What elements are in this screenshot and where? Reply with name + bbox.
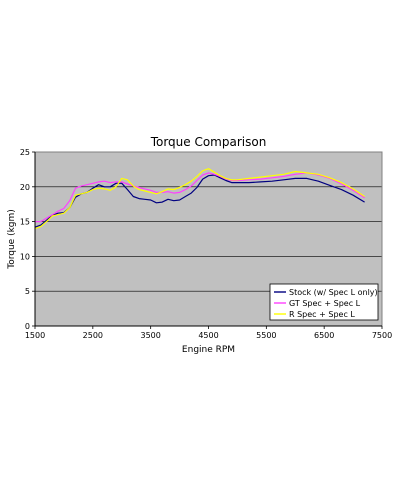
legend-label-gt-spec-spec-l: GT Spec + Spec L xyxy=(289,299,361,308)
x-tick-label-2500: 2500 xyxy=(83,331,103,340)
legend: Stock (w/ Spec L only) GT Spec + Spec L R … xyxy=(269,283,379,321)
x-axis-label: Engine RPM xyxy=(182,345,235,355)
legend-label-stock-w-spec-l-only: Stock (w/ Spec L only) xyxy=(289,288,378,297)
y-tick-label-15: 15 xyxy=(20,218,30,227)
y-tick-label-5: 5 xyxy=(25,287,30,296)
series-lines xyxy=(34,168,365,230)
y-tick-label-20: 20 xyxy=(20,183,30,192)
chart-title: Torque Comparison xyxy=(150,135,267,149)
legend-box xyxy=(269,283,379,321)
y-tick-label-0: 0 xyxy=(25,322,30,331)
x-tick-label-7500: 7500 xyxy=(372,331,392,340)
series-line-gt-spec-spec-l xyxy=(35,172,365,223)
y-axis-label: Torque (kgm) xyxy=(7,209,17,270)
x-tick-label-1500: 1500 xyxy=(25,331,45,340)
x-tick-label-4500: 4500 xyxy=(198,331,218,340)
axes: 1500 2500 3500 4500 5500 6500 7500 0 5 10 15 20 25 xyxy=(20,148,392,340)
y-tick-label-25: 25 xyxy=(20,148,30,157)
legend-label-r-spec-spec-l: R Spec + Spec L xyxy=(289,310,355,319)
series-line-stock-w-spec-l-only xyxy=(34,174,365,228)
x-tick-label-3500: 3500 xyxy=(140,331,160,340)
y-tick-label-10: 10 xyxy=(20,252,30,261)
x-tick-label-6500: 6500 xyxy=(314,331,334,340)
series-line-r-spec-spec-l xyxy=(34,168,365,230)
x-tick-label-5500: 5500 xyxy=(256,331,276,340)
